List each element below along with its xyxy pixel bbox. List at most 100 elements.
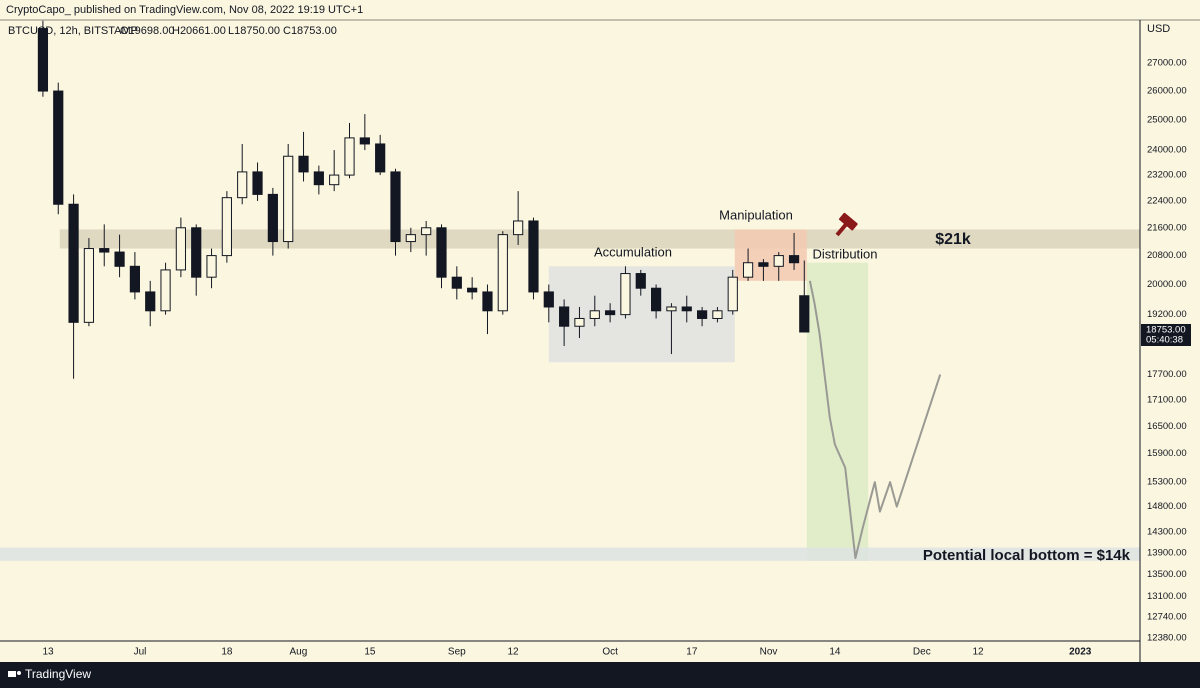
candle-body: [651, 287, 662, 312]
ohlc-label: L18750.00: [228, 25, 280, 37]
candle-body: [467, 287, 478, 293]
candle-body: [696, 310, 708, 319]
y-tick-label: 12380.00: [1147, 633, 1187, 644]
y-tick-label: 19200.00: [1147, 309, 1187, 320]
zone-label: Manipulation: [719, 207, 793, 222]
y-tick-label: 12740.00: [1147, 612, 1187, 623]
x-tick-label: Oct: [602, 647, 618, 658]
candle-body: [99, 248, 110, 253]
x-tick-label: 12: [972, 647, 984, 658]
x-tick-label: Jul: [134, 647, 147, 658]
last-price-label: 18753.00: [1146, 325, 1186, 336]
candle-body: [712, 310, 723, 319]
candle-body: [451, 276, 462, 289]
y-tick-label: 16500.00: [1147, 421, 1187, 432]
footer-bar: [0, 662, 1200, 688]
x-tick-label: Nov: [760, 647, 778, 658]
candle-body: [482, 291, 493, 312]
plot: [37, 20, 942, 560]
candle-body: [513, 220, 524, 236]
candle-body: [788, 255, 800, 264]
y-tick-label: 15300.00: [1147, 477, 1187, 488]
symbol: BTCUSD, 12h, BITSTAMP: [8, 25, 138, 37]
zone-label: Potential local bottom = $14k: [923, 547, 1131, 564]
ohlc-label: H20661.00: [172, 25, 226, 37]
candle-body: [237, 171, 248, 199]
candle-body: [405, 234, 416, 243]
y-tick-label: 26000.00: [1147, 86, 1187, 97]
candle-body: [129, 265, 140, 293]
zone-label: Distribution: [812, 246, 877, 261]
candle-body: [758, 262, 769, 267]
candle-body: [344, 137, 355, 176]
candle-body: [313, 171, 324, 186]
candle-body: [267, 193, 278, 243]
y-tick-label: 13900.00: [1147, 547, 1187, 558]
candle-body: [83, 248, 95, 323]
candle-body: [574, 317, 585, 327]
candle-body: [359, 137, 370, 145]
candle-body: [727, 276, 738, 312]
candle-body: [497, 234, 508, 312]
candle-body: [298, 155, 309, 173]
x-tick-label: 13: [42, 647, 54, 658]
ohlc-label: O19698.00: [120, 25, 174, 37]
y-tick-label: 25000.00: [1147, 114, 1187, 125]
y-tick-label: 14800.00: [1147, 501, 1187, 512]
candle-body: [53, 90, 64, 205]
candle-body: [559, 306, 570, 327]
candle-body: [773, 255, 784, 267]
y-tick-label: 27000.00: [1147, 58, 1187, 69]
candle-body: [252, 171, 263, 195]
y-tick-label: 21600.00: [1147, 222, 1187, 233]
projection-line: [808, 280, 942, 560]
candle-body: [681, 306, 692, 312]
x-tick-label: 14: [829, 647, 841, 658]
candle-body: [68, 203, 79, 323]
publisher-line: CryptoCapo_ published on TradingView.com…: [6, 4, 363, 16]
x-tick-label: 2023: [1069, 647, 1092, 658]
zone-label: $21k: [935, 231, 971, 248]
candle-body: [589, 310, 600, 319]
candle-body: [666, 306, 677, 312]
y-tick-label: 17100.00: [1147, 395, 1187, 406]
y-tick-label: 23200.00: [1147, 170, 1187, 181]
candle-body: [206, 255, 217, 278]
candle-body: [160, 269, 171, 312]
x-tick-label: 17: [686, 647, 698, 658]
candle-body: [742, 262, 754, 278]
candle-body: [145, 291, 156, 312]
zone: [806, 262, 869, 561]
zone-label: Accumulation: [594, 244, 672, 259]
candle-body: [620, 273, 631, 316]
zone: [59, 229, 1140, 249]
x-tick-label: Sep: [448, 647, 466, 658]
candle-body: [221, 197, 232, 257]
candle-body: [543, 291, 554, 308]
candle-body: [37, 28, 49, 92]
candle-body: [191, 227, 202, 278]
candle-body: [175, 227, 186, 271]
x-tick-label: 18: [221, 647, 233, 658]
ohlc-label: C18753.00: [283, 25, 337, 37]
candle-body: [528, 220, 539, 293]
y-tick-label: 20800.00: [1147, 250, 1187, 261]
countdown: 05:40:38: [1146, 335, 1183, 346]
candle-body: [283, 155, 294, 243]
candle-body: [799, 295, 810, 333]
y-tick-label: 14300.00: [1147, 526, 1187, 537]
y-tick-label: 13500.00: [1147, 569, 1187, 580]
x-tick-label: Dec: [913, 647, 931, 658]
candle-body: [114, 251, 125, 267]
y-tick-label: 20000.00: [1147, 279, 1187, 290]
brand[interactable]: TradingView: [25, 667, 91, 681]
last-price-box: [1141, 323, 1191, 346]
y-tick-label: 24000.00: [1147, 145, 1187, 156]
candle-body: [390, 171, 401, 243]
y-tick-label: 15900.00: [1147, 448, 1187, 459]
y-tick-label: 22400.00: [1147, 195, 1187, 206]
y-tick-label: 13100.00: [1147, 591, 1187, 602]
y-tick-label: 17700.00: [1147, 369, 1187, 380]
candle-body: [375, 143, 386, 173]
